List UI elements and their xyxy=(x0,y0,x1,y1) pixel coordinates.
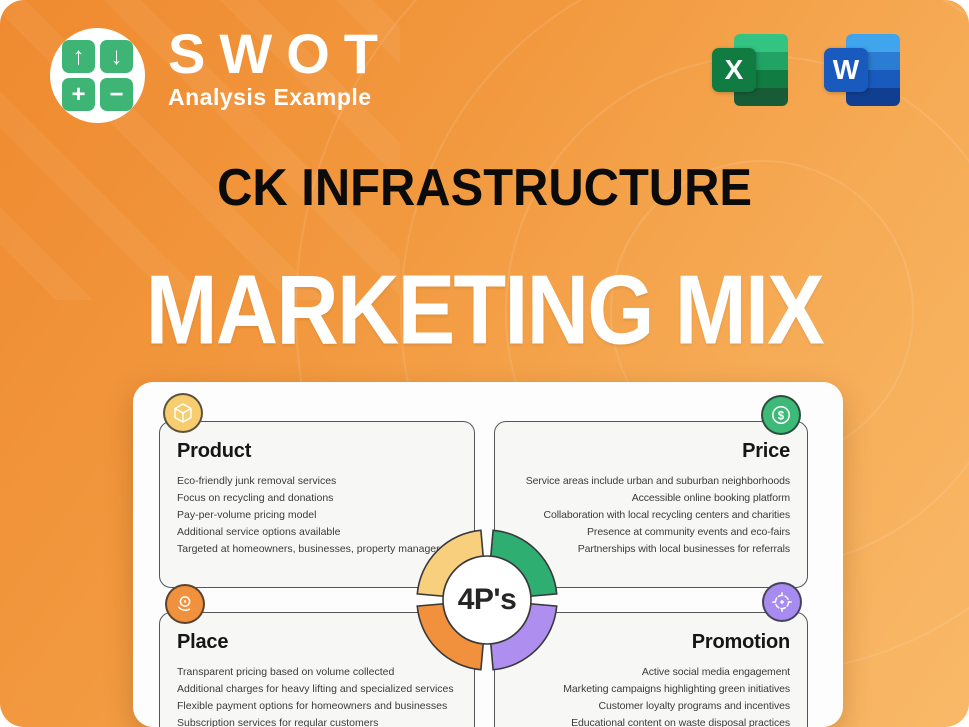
excel-icon[interactable]: X xyxy=(712,30,792,110)
list-item: Customer loyalty programs and incentives xyxy=(598,700,790,712)
list-item: Additional service options available xyxy=(177,526,341,538)
minus-glyph: − xyxy=(109,80,124,108)
excel-tab: X xyxy=(712,48,756,92)
quadrant-price: Price Service areas include urban and su… xyxy=(494,421,808,588)
donut-center-label: 4P's xyxy=(457,583,517,616)
dollar-coin-icon: $ xyxy=(761,395,801,435)
page-title-text: MARKETING MIX xyxy=(145,255,825,366)
word-icon[interactable]: W xyxy=(824,30,904,110)
up-arrow-icon: ↑ xyxy=(62,40,95,73)
donut-center-circle xyxy=(442,555,532,645)
down-arrow-icon: ↓ xyxy=(100,40,133,73)
list-item: Marketing campaigns highlighting green i… xyxy=(563,683,790,695)
quadrant-product: Product Eco-friendly junk removal servic… xyxy=(159,421,475,588)
donut-chart xyxy=(416,529,558,671)
list-item: Targeted at homeowners, businesses, prop… xyxy=(177,543,445,555)
list-item: Subscription services for regular custom… xyxy=(177,717,379,727)
brand-text: SWOT Analysis Example xyxy=(168,26,392,111)
company-title: CK INFRASTRUCTURE xyxy=(0,158,969,218)
list-item: Educational content on waste disposal pr… xyxy=(571,717,790,727)
brand-subtitle: Analysis Example xyxy=(168,84,372,110)
plus-glyph: + xyxy=(71,80,86,108)
svg-text:$: $ xyxy=(778,410,785,422)
list-item: Additional charges for heavy lifting and… xyxy=(177,683,454,695)
up-arrow-glyph: ↑ xyxy=(72,42,85,70)
list-item: Accessible online booking platform xyxy=(631,492,790,504)
quadrant-title: Place xyxy=(177,631,229,653)
location-icon xyxy=(165,584,205,624)
list-item: Service areas include urban and suburban… xyxy=(525,475,790,487)
list-item: Active social media engagement xyxy=(641,666,790,678)
down-arrow-glyph: ↓ xyxy=(110,42,123,70)
minus-icon: − xyxy=(100,78,133,111)
package-icon xyxy=(163,393,203,433)
word-letter: W xyxy=(832,54,860,85)
list-item: Presence at community events and eco-fai… xyxy=(587,526,790,538)
list-item: Eco-friendly junk removal services xyxy=(177,475,337,487)
excel-letter: X xyxy=(724,54,744,85)
swot-logo: ↑ ↓ + − xyxy=(50,28,145,123)
list-item: Transparent pricing based on volume coll… xyxy=(177,666,395,678)
logo-tile-grid: ↑ ↓ + − xyxy=(62,40,133,111)
quadrant-title: Promotion xyxy=(691,631,790,653)
quadrant-place: Place Transparent pricing based on volum… xyxy=(159,612,475,727)
plus-icon: + xyxy=(62,78,95,111)
list-item: Flexible payment options for homeowners … xyxy=(177,700,448,712)
word-tab: W xyxy=(824,48,868,92)
marketing-mix-board: Product Eco-friendly junk removal servic… xyxy=(133,382,843,727)
company-title-text: CK INFRASTRUCTURE xyxy=(217,159,752,217)
quadrant-title: Price xyxy=(742,440,790,462)
target-icon xyxy=(762,582,802,622)
page-title: MARKETING MIX xyxy=(0,256,969,366)
list-item: Pay-per-volume pricing model xyxy=(177,509,317,521)
list-item: Collaboration with local recycling cente… xyxy=(543,509,790,521)
brand-title: SWOT xyxy=(168,22,392,85)
list-item: Partnerships with local businesses for r… xyxy=(577,543,790,555)
quadrant-title: Product xyxy=(177,440,252,462)
four-ps-donut: 4P's xyxy=(397,510,577,690)
list-item: Focus on recycling and donations xyxy=(177,492,334,504)
